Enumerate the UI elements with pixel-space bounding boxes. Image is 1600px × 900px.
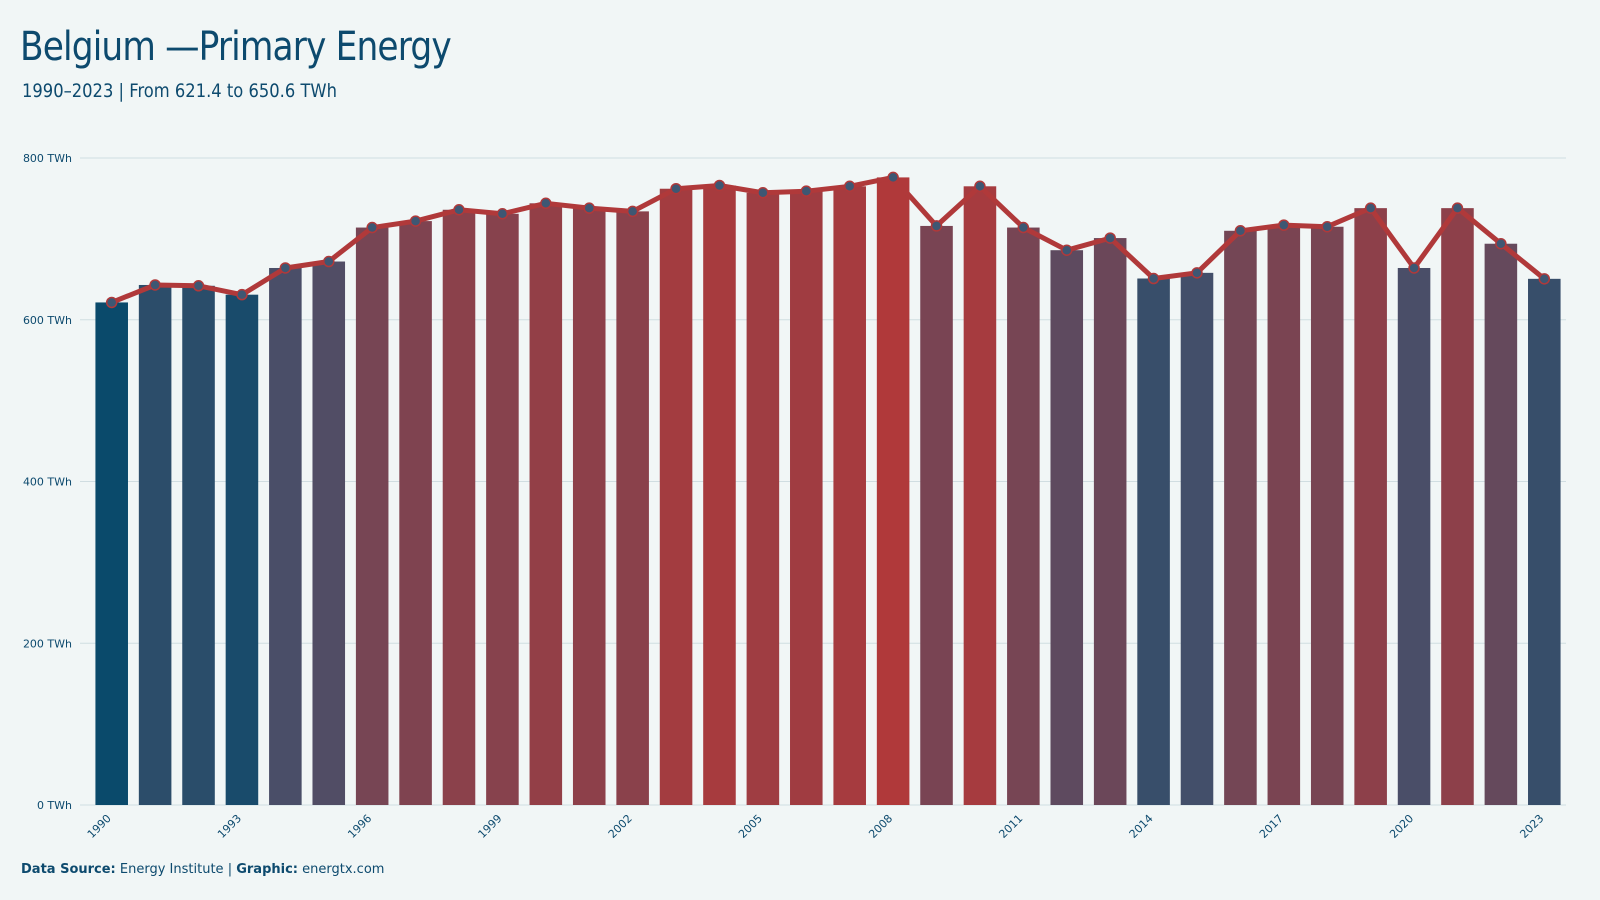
bar-1990 — [95, 302, 128, 805]
x-tick-label: 2011 — [996, 812, 1025, 841]
bar-1999 — [486, 213, 519, 805]
bar-2005 — [746, 192, 780, 805]
bar-2002 — [616, 211, 649, 805]
point-2007 — [843, 180, 856, 193]
bar-1991 — [138, 284, 172, 805]
bar-2001 — [572, 208, 606, 805]
point-2016 — [1234, 225, 1247, 237]
point-2018 — [1321, 220, 1333, 233]
bar-2019 — [1354, 208, 1387, 805]
bar-2018 — [1310, 226, 1344, 805]
point-2020 — [1408, 262, 1420, 274]
graphic-label: Graphic: — [236, 862, 298, 877]
x-tick-label: 2017 — [1257, 812, 1286, 841]
bar-2008 — [876, 177, 910, 805]
bar-2010 — [963, 186, 997, 805]
bar-1995 — [312, 261, 346, 805]
bar-2011 — [1007, 227, 1040, 806]
bar-2006 — [790, 191, 823, 805]
bar-2017 — [1267, 225, 1301, 806]
bar-2007 — [833, 186, 866, 805]
point-1994 — [279, 262, 292, 274]
chart-title: Belgium —Primary Energy — [20, 24, 452, 70]
bar-1998 — [442, 209, 476, 805]
source-label: Data Source: — [21, 862, 116, 877]
point-1999 — [496, 208, 509, 220]
x-tick-label: 2008 — [866, 812, 895, 841]
x-tick-label: 1993 — [215, 812, 244, 841]
x-tick-label: 2020 — [1387, 812, 1416, 841]
bar-2009 — [920, 225, 953, 805]
y-tick-label: 400 TWh — [23, 476, 72, 489]
point-2001 — [583, 202, 595, 214]
point-1993 — [236, 288, 248, 301]
point-2017 — [1278, 219, 1290, 231]
point-2005 — [757, 187, 769, 199]
point-2022 — [1495, 237, 1507, 250]
x-tick-label: 1990 — [85, 812, 114, 841]
bar-2014 — [1137, 278, 1170, 805]
x-tick-label: 2002 — [606, 812, 635, 841]
y-tick-label: 0 TWh — [37, 799, 72, 812]
point-2012 — [1061, 244, 1073, 256]
bar-2012 — [1050, 250, 1084, 805]
bar-2013 — [1093, 238, 1127, 805]
bar-2003 — [659, 188, 693, 806]
point-1991 — [149, 279, 161, 291]
bar-2000 — [529, 203, 563, 806]
graphic-value: energtx.com — [302, 862, 385, 877]
point-1996 — [366, 221, 378, 234]
point-1990 — [105, 296, 118, 309]
point-2006 — [800, 185, 813, 197]
bar-2022 — [1484, 243, 1518, 806]
series-line — [109, 174, 1547, 305]
footer-separator: | — [227, 862, 233, 877]
point-2008 — [887, 171, 899, 184]
bar-2015 — [1180, 272, 1214, 805]
point-2000 — [540, 197, 552, 210]
point-1998 — [453, 204, 465, 216]
bar-1994 — [269, 267, 302, 805]
point-1997 — [409, 215, 422, 227]
point-2004 — [713, 179, 726, 192]
point-2002 — [626, 205, 639, 218]
source-value: Energy Institute — [119, 862, 224, 877]
point-2014 — [1147, 272, 1160, 285]
bar-2020 — [1397, 267, 1431, 805]
chart-footer: Data Source: Energy Institute | Graphic:… — [21, 862, 384, 877]
point-2015 — [1191, 267, 1203, 279]
point-2009 — [930, 220, 943, 232]
bar-1993 — [225, 294, 259, 805]
bar-1997 — [399, 221, 432, 805]
point-1992 — [192, 280, 205, 292]
point-2013 — [1104, 232, 1116, 244]
bar-2016 — [1224, 230, 1257, 806]
x-tick-label: 2023 — [1517, 812, 1546, 841]
y-tick-label: 800 TWh — [23, 152, 72, 165]
bar-1992 — [182, 285, 215, 806]
point-2010 — [974, 180, 986, 193]
bar-2023 — [1528, 278, 1561, 805]
point-2023 — [1538, 273, 1551, 285]
bar-1996 — [355, 227, 389, 806]
x-tick-label: 1999 — [476, 812, 505, 841]
point-2011 — [1017, 221, 1030, 234]
chart-subtitle: 1990–2023 | From 621.4 to 650.6 TWh — [22, 80, 337, 102]
x-tick-label: 1996 — [345, 812, 374, 841]
bar-2004 — [703, 185, 736, 805]
point-1995 — [323, 255, 335, 268]
point-2019 — [1364, 202, 1377, 214]
y-tick-label: 600 TWh — [23, 314, 72, 327]
x-tick-label: 2014 — [1127, 812, 1156, 841]
bar-2021 — [1441, 208, 1474, 805]
point-2021 — [1451, 202, 1464, 214]
y-tick-label: 200 TWh — [23, 637, 72, 650]
x-tick-label: 2005 — [736, 812, 765, 841]
point-2003 — [670, 182, 682, 195]
